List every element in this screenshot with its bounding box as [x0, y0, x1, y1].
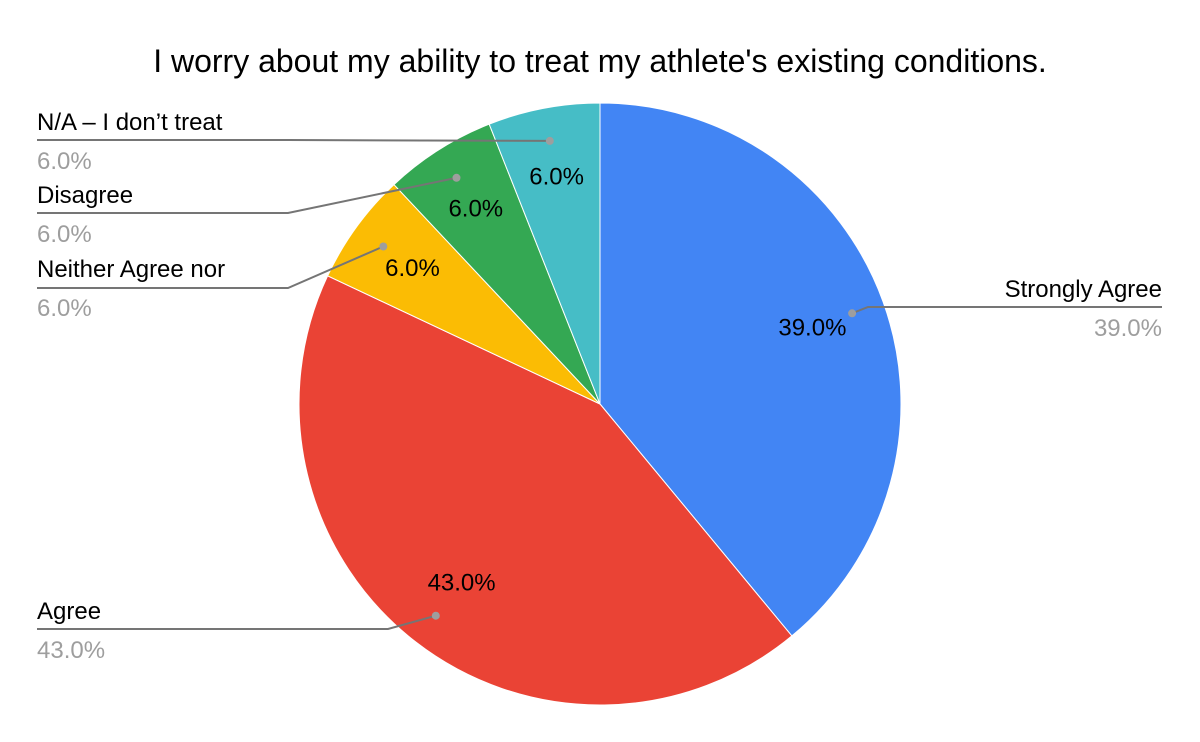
pie-slice-strongly-agree[interactable]: [599, 102, 902, 637]
callout-labels: Strongly Agree 39.0% Agree 43.0% Neither Agr…: [37, 109, 1162, 664]
slice-value-label-agree: 43.0%: [428, 569, 496, 596]
pie-slices: [298, 102, 902, 706]
slice-value-labels: 39.0% 43.0% 6.0% 6.0% 6.0%: [385, 163, 846, 596]
leader-line-n-a-i-don-t-treat: [37, 139, 550, 142]
callout-agree: Agree 43.0%: [37, 598, 440, 664]
pie-slice-agree[interactable]: [298, 275, 793, 706]
callout-value-disagree: 6.0%: [37, 221, 92, 248]
leader-line-strongly-agree: [851, 306, 1162, 315]
callout-name-agree: Agree: [37, 598, 101, 625]
leader-line-agree: [37, 614, 437, 630]
callout-disagree: Disagree 6.0%: [37, 173, 461, 248]
slice-value-label-strongly-agree: 39.0%: [778, 315, 846, 342]
leader-dot-neither-agree-nor: [379, 242, 388, 251]
leader-line-neither-agree-nor: [37, 245, 384, 289]
callout-name-disagree: Disagree: [37, 182, 133, 209]
callout-name-n-a-i-don-t-treat: N/A – I don’t treat: [37, 109, 223, 136]
callout-name-strongly-agree: Strongly Agree: [1005, 276, 1162, 303]
pie-slice-n-a-i-don-t-treat[interactable]: [488, 102, 601, 405]
leader-dot-strongly-agree: [848, 309, 857, 318]
leader-dot-disagree: [452, 173, 461, 182]
callout-value-n-a-i-don-t-treat: 6.0%: [37, 148, 92, 175]
callout-strongly-agree: Strongly Agree 39.0%: [848, 276, 1162, 342]
callout-name-neither-agree-nor: Neither Agree nor: [37, 256, 225, 283]
slice-value-label-disagree: 6.0%: [448, 195, 503, 222]
leader-dot-n-a-i-don-t-treat: [545, 136, 554, 145]
callout-neither-agree-nor: Neither Agree nor 6.0%: [37, 242, 388, 322]
slice-value-label-n-a-i-don-t-treat: 6.0%: [529, 163, 584, 190]
leader-line-disagree: [37, 176, 457, 214]
chart-title: I worry about my ability to treat my ath…: [153, 43, 1047, 79]
leader-dot-agree: [431, 611, 440, 620]
slice-value-label-neither-agree-nor: 6.0%: [385, 255, 440, 282]
callout-value-strongly-agree: 39.0%: [1094, 315, 1162, 342]
callout-value-neither-agree-nor: 6.0%: [37, 295, 92, 322]
callout-n-a-i-don-t-treat: N/A – I don’t treat 6.0%: [37, 109, 554, 175]
callout-value-agree: 43.0%: [37, 637, 105, 664]
